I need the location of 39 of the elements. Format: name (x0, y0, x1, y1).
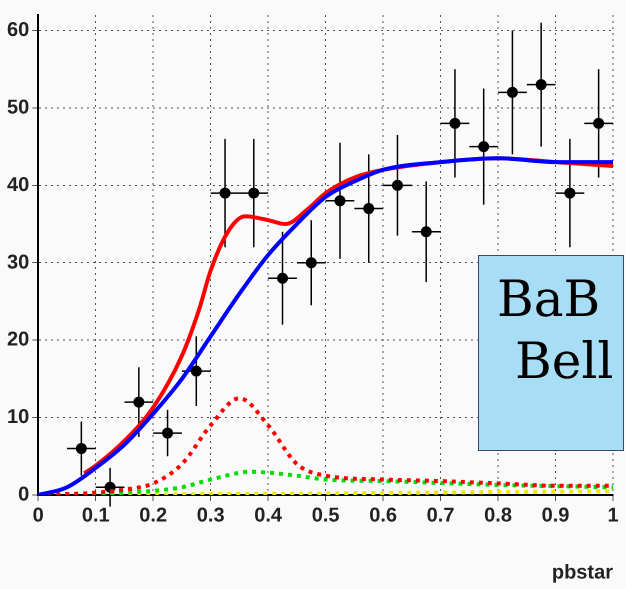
point (248, 188, 260, 199)
annotation: Bell (514, 331, 614, 392)
point (162, 428, 174, 439)
point (478, 141, 490, 152)
y-tick-label: 0 (18, 484, 30, 506)
point (277, 272, 288, 284)
point (363, 203, 374, 214)
point (76, 443, 87, 454)
x-tick-label: 0.9 (542, 504, 570, 527)
point (564, 188, 576, 199)
point (133, 396, 144, 408)
x-tick-label: 0.5 (312, 504, 340, 527)
y-tick-label: 30 (6, 251, 30, 274)
point (392, 180, 403, 191)
point (593, 118, 604, 129)
point (334, 195, 346, 206)
x-axis-title: pbstar (552, 562, 614, 584)
point (506, 86, 518, 98)
point (449, 118, 460, 129)
point (420, 226, 432, 238)
point (306, 257, 317, 268)
y-tick-label: 60 (6, 19, 30, 41)
x-tick-label: 0.8 (484, 504, 512, 527)
y-tick-label: 50 (6, 96, 30, 118)
x-tick-label: 0.1 (82, 504, 110, 527)
y-tick-label: 10 (6, 406, 30, 428)
y-tick-label: 40 (6, 174, 30, 196)
x-tick-label: 0.7 (426, 504, 454, 527)
x-tick-label: 1 (607, 504, 619, 527)
x-tick-label: 0.6 (369, 504, 398, 527)
x-tick-label: 0.3 (196, 504, 225, 527)
annotation: BaB (497, 269, 602, 330)
x-tick-label: 0.2 (139, 504, 168, 527)
x-tick-label: 0 (32, 504, 44, 527)
point (190, 366, 202, 377)
y-tick-label: 20 (6, 328, 30, 351)
point (220, 188, 231, 199)
point (536, 79, 547, 90)
x-tick-label: 0.4 (254, 504, 283, 527)
